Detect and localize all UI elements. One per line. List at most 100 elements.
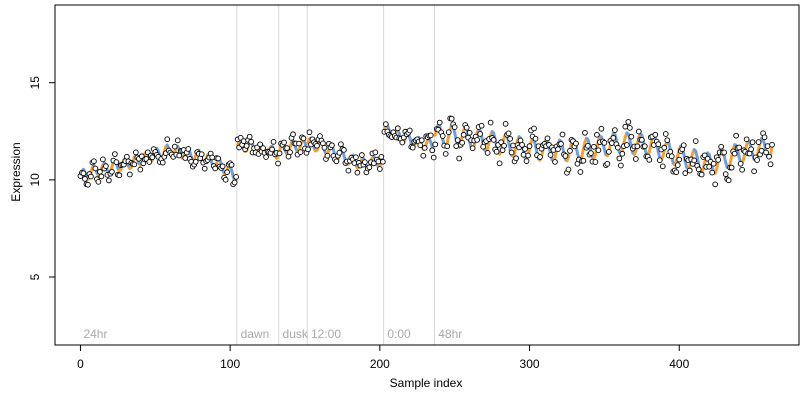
data-point bbox=[567, 147, 573, 154]
data-point bbox=[164, 136, 171, 143]
data-point bbox=[722, 171, 729, 177]
data-point bbox=[709, 169, 716, 176]
data-point bbox=[522, 146, 528, 152]
data-point bbox=[182, 155, 189, 161]
data-point bbox=[751, 168, 757, 175]
data-point bbox=[656, 157, 663, 164]
data-point bbox=[248, 138, 254, 145]
data-point bbox=[321, 144, 328, 151]
data-point bbox=[634, 143, 641, 150]
data-point bbox=[329, 142, 335, 149]
y-tick-label-2: 15 bbox=[28, 76, 42, 90]
data-point bbox=[508, 149, 515, 156]
data-point bbox=[88, 173, 94, 180]
data-point bbox=[306, 129, 313, 136]
data-point bbox=[502, 120, 509, 127]
x-axis: 0 100 200 300 400 bbox=[77, 344, 690, 371]
data-point bbox=[176, 152, 183, 159]
data-point bbox=[100, 156, 106, 163]
data-point bbox=[269, 146, 275, 153]
data-point bbox=[209, 154, 216, 161]
data-point bbox=[526, 143, 533, 150]
data-point bbox=[493, 148, 500, 155]
data-point bbox=[767, 161, 774, 168]
data-point bbox=[692, 138, 699, 144]
data-point bbox=[436, 119, 443, 126]
data-point bbox=[146, 159, 153, 165]
data-point bbox=[766, 153, 772, 160]
data-point bbox=[721, 149, 728, 156]
data-point bbox=[618, 162, 624, 169]
data-point bbox=[198, 151, 205, 158]
data-point bbox=[456, 155, 463, 162]
data-point bbox=[474, 137, 481, 143]
data-point bbox=[731, 150, 738, 157]
data-point bbox=[201, 165, 208, 172]
data-point bbox=[341, 147, 347, 153]
segment-separators bbox=[236, 5, 435, 345]
data-point bbox=[698, 171, 705, 178]
data-point bbox=[609, 140, 615, 146]
data-point bbox=[682, 170, 689, 177]
data-point bbox=[427, 132, 434, 139]
data-point bbox=[595, 147, 602, 154]
data-point bbox=[103, 163, 109, 170]
data-point bbox=[233, 174, 239, 180]
data-point bbox=[507, 135, 513, 142]
data-point bbox=[417, 142, 424, 149]
data-point bbox=[743, 136, 750, 143]
data-point bbox=[520, 151, 527, 158]
data-point bbox=[638, 137, 645, 143]
data-point bbox=[439, 133, 446, 139]
data-point bbox=[676, 156, 683, 163]
data-point bbox=[97, 168, 103, 175]
data-point bbox=[610, 135, 617, 141]
data-point bbox=[132, 149, 139, 156]
y-axis-title: Expression bbox=[9, 142, 23, 201]
data-point bbox=[646, 156, 653, 163]
data-point bbox=[661, 144, 668, 151]
data-point bbox=[715, 157, 722, 163]
data-point bbox=[257, 141, 263, 148]
data-point bbox=[652, 131, 659, 138]
segment-annotations: 24hr dawn dusk 12:00 0:00 48hr bbox=[83, 327, 462, 341]
data-point bbox=[577, 169, 584, 175]
data-point bbox=[300, 135, 307, 142]
data-point bbox=[513, 155, 519, 162]
segment-label-2: dusk bbox=[283, 327, 309, 341]
data-point bbox=[505, 130, 512, 137]
data-point bbox=[559, 131, 566, 138]
data-point bbox=[345, 167, 352, 174]
data-point bbox=[612, 127, 618, 133]
data-point bbox=[460, 131, 467, 138]
data-point bbox=[668, 153, 675, 160]
data-point bbox=[601, 139, 608, 146]
data-point bbox=[366, 164, 373, 171]
fit-line-seg-1-26 bbox=[275, 155, 280, 160]
data-point bbox=[228, 162, 235, 168]
data-point bbox=[487, 119, 494, 126]
data-point bbox=[585, 142, 591, 149]
data-point bbox=[399, 139, 406, 146]
data-point bbox=[655, 141, 662, 148]
data-point bbox=[659, 163, 666, 170]
data-point bbox=[432, 141, 439, 148]
data-point bbox=[478, 122, 485, 129]
data-point bbox=[594, 131, 600, 138]
data-point bbox=[222, 176, 229, 183]
data-point bbox=[754, 157, 760, 163]
data-point bbox=[333, 158, 340, 165]
data-point bbox=[592, 159, 599, 165]
data-point bbox=[626, 125, 633, 131]
data-point bbox=[604, 160, 611, 167]
data-point bbox=[287, 149, 293, 156]
data-point bbox=[591, 143, 597, 150]
segment-label-4: 0:00 bbox=[387, 327, 411, 341]
data-point bbox=[379, 158, 386, 165]
data-point bbox=[501, 142, 507, 149]
data-point bbox=[619, 150, 626, 157]
y-tick-label-1: 10 bbox=[28, 173, 42, 187]
data-point bbox=[192, 158, 199, 165]
data-point bbox=[324, 152, 331, 159]
data-point bbox=[430, 154, 437, 161]
